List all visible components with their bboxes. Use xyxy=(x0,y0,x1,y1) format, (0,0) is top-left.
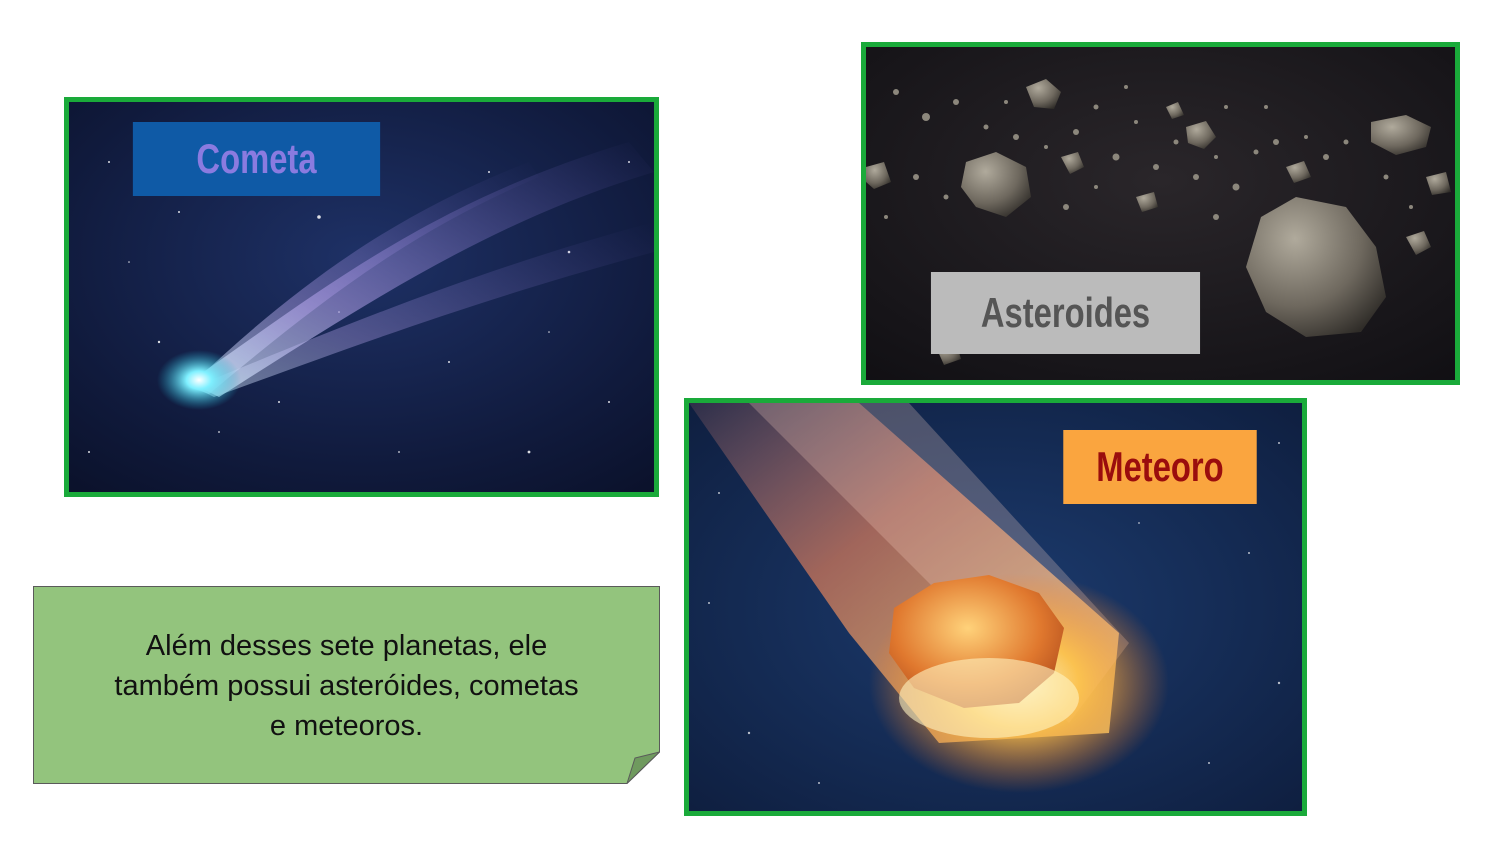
meteor-photo xyxy=(689,403,1302,811)
comet-image-card: Cometa xyxy=(64,97,659,497)
note-text: Além desses sete planetas, ele também po… xyxy=(73,626,620,746)
note-line: Além desses sete planetas, ele xyxy=(145,630,548,662)
note-line: e meteoros. xyxy=(269,710,424,742)
meteor-image-card: Meteoro xyxy=(684,398,1307,816)
comet-label: Cometa xyxy=(132,122,381,196)
note-line: também possui asteróides, cometas xyxy=(114,670,579,702)
note-shape xyxy=(33,586,660,784)
asteroid-label: Asteroides xyxy=(930,272,1201,354)
asteroid-image-card: Asteroides xyxy=(861,42,1460,385)
meteor-label: Meteoro xyxy=(1063,430,1257,504)
note-box: Além desses sete planetas, ele também po… xyxy=(33,586,660,784)
